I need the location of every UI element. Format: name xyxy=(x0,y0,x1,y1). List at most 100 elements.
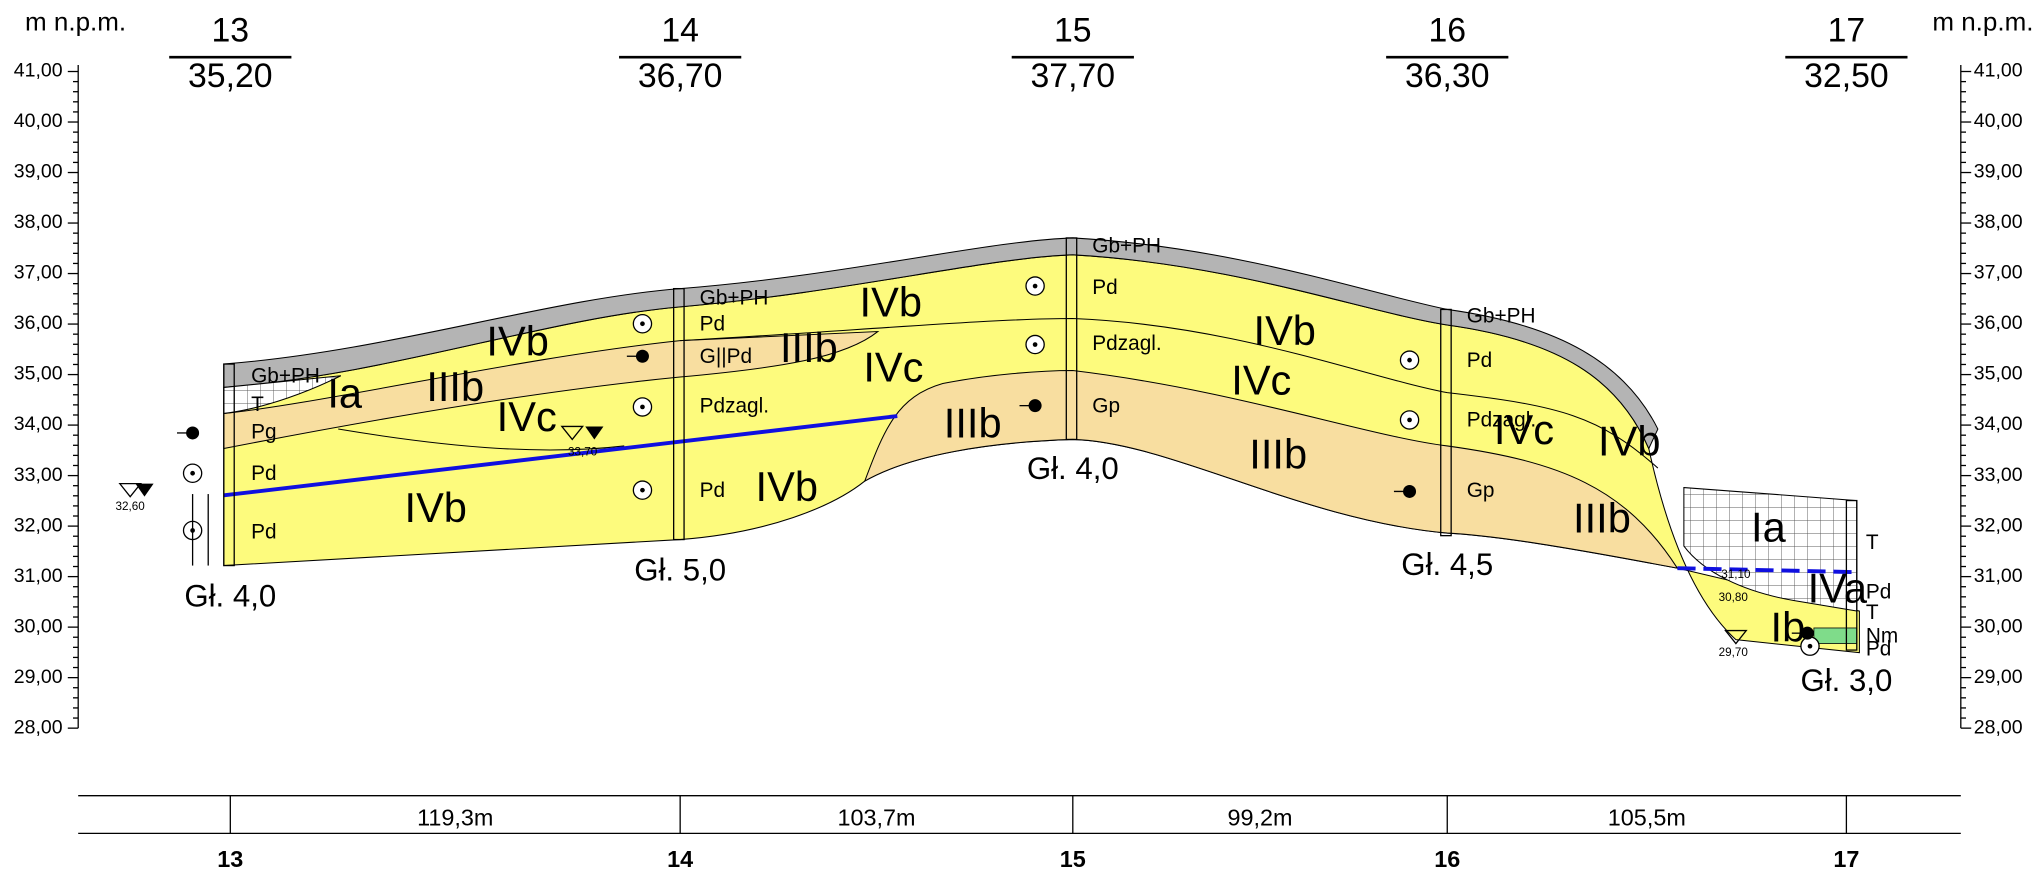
water-level-label: 30,80 xyxy=(1719,591,1749,604)
y-tick-label: 30,00 xyxy=(14,615,63,637)
soil-label: Gb+PH xyxy=(1467,305,1536,328)
borehole-number: 13 xyxy=(212,11,250,49)
sample-filled xyxy=(635,349,649,363)
soil-label: Pdzagl. xyxy=(700,394,769,417)
y-tick-label: 29,00 xyxy=(1974,666,2023,688)
borehole-depth: Gł. 4,0 xyxy=(1027,451,1119,486)
soil-label: Pd xyxy=(1866,638,1891,661)
layer-label: IVb xyxy=(405,484,467,531)
soil-label: Pd xyxy=(1866,580,1891,603)
soil-label: Pd xyxy=(1092,276,1117,299)
groundwater-line xyxy=(223,414,898,498)
soil-label: G||Pd xyxy=(700,345,752,368)
y-tick-label: 32,00 xyxy=(14,514,63,536)
distance-label: 105,5m xyxy=(1608,804,1686,830)
beige-layer-left xyxy=(223,330,880,450)
fill-hatch-left xyxy=(223,375,342,415)
water-symbol xyxy=(585,426,604,440)
y-tick-label: 34,00 xyxy=(14,413,63,435)
beige-layer-center xyxy=(863,370,1679,569)
station-number: 17 xyxy=(1833,846,1859,872)
borehole xyxy=(673,287,685,541)
water-level-label: 32,60 xyxy=(116,500,146,513)
station-number: 15 xyxy=(1060,846,1086,872)
layer-label: IIIb xyxy=(780,324,838,371)
y-tick-label: 40,00 xyxy=(14,110,63,132)
soil-label: Pd xyxy=(700,313,725,336)
y-tick-label: 34,00 xyxy=(1974,413,2023,435)
layer-label: IVc xyxy=(1494,406,1554,453)
layer-label: IIIb xyxy=(944,399,1002,446)
sample-dot xyxy=(1032,283,1038,289)
sample-dot xyxy=(1807,643,1813,649)
borehole-depth: Gł. 4,5 xyxy=(1401,547,1493,582)
sample-dot xyxy=(640,487,645,493)
water-symbol xyxy=(135,483,154,497)
layer-label: IIIb xyxy=(1573,494,1631,541)
layer-label: IVc xyxy=(1231,357,1291,404)
y-tick-label: 31,00 xyxy=(1974,565,2023,587)
axis-unit: m n.p.m. xyxy=(1932,6,2033,36)
y-tick-label: 36,00 xyxy=(1974,312,2023,334)
organic-layer xyxy=(1813,627,1858,644)
soil-label: Gb+PH xyxy=(251,365,320,388)
soil-label: Gb+PH xyxy=(700,287,769,310)
borehole-elevation: 35,20 xyxy=(188,57,273,95)
y-tick-label: 35,00 xyxy=(14,363,63,385)
layer-label: IVa xyxy=(1808,565,1868,612)
soil-label: Gp xyxy=(1467,479,1495,502)
soil-label: Pg xyxy=(251,420,276,443)
borehole-number: 16 xyxy=(1428,11,1466,49)
geology xyxy=(223,237,1860,654)
borehole xyxy=(1065,237,1078,441)
soil-label: Gb+PH xyxy=(1092,235,1161,258)
soil-label: Pdzagl. xyxy=(1092,332,1161,355)
layer-label: Ia xyxy=(1751,503,1787,550)
y-tick-label: 40,00 xyxy=(1974,110,2023,132)
y-tick-label: 36,00 xyxy=(14,312,63,334)
borehole-elevation: 36,30 xyxy=(1405,57,1490,95)
soil-label: Nm xyxy=(1866,625,1898,648)
layer-label: IIIb xyxy=(426,363,484,410)
y-tick-label: 30,00 xyxy=(1974,615,2023,637)
borehole-depth: Gł. 4,0 xyxy=(184,578,276,613)
distance-label: 103,7m xyxy=(837,804,915,830)
water-level-label: 29,70 xyxy=(1719,646,1749,659)
y-tick-label: 35,00 xyxy=(1974,363,2023,385)
y-tick-label: 41,00 xyxy=(14,60,63,82)
y-tick-label: 33,00 xyxy=(14,464,63,486)
borehole-elevation: 32,50 xyxy=(1804,57,1889,95)
sample-filled xyxy=(1800,626,1814,640)
sample-dot xyxy=(640,404,645,410)
water-level-label: 31,10 xyxy=(1721,568,1751,581)
fill-hatch-right xyxy=(1683,486,1858,612)
borehole-depth: Gł. 5,0 xyxy=(634,552,726,587)
layer-label: IVc xyxy=(863,344,923,391)
soil-label: T xyxy=(1866,601,1879,624)
borehole-columns xyxy=(223,237,1858,651)
water-symbol xyxy=(118,483,142,498)
soil-label: Pd xyxy=(700,479,725,502)
sample-filled xyxy=(1403,484,1417,498)
water-symbol xyxy=(1724,629,1748,645)
y-tick-label: 37,00 xyxy=(1974,262,2023,284)
y-tick-label: 31,00 xyxy=(14,565,63,587)
axis-unit: m n.p.m. xyxy=(25,6,126,36)
borehole-elevation: 36,70 xyxy=(638,57,723,95)
station-number: 16 xyxy=(1434,846,1460,872)
soil-label: Pd xyxy=(1467,349,1492,372)
water-level-label: 33,70 xyxy=(568,446,598,459)
sample-dot xyxy=(1032,342,1038,347)
station-number: 13 xyxy=(217,846,243,872)
layer-label: IIIb xyxy=(1249,431,1307,478)
soil-label: Pd xyxy=(251,521,276,544)
layer-label: IVb xyxy=(1254,307,1316,354)
soil-label: Pdzagl. xyxy=(1467,409,1536,432)
sample-dot xyxy=(1407,417,1412,423)
borehole-depth: Gł. 3,0 xyxy=(1800,663,1892,698)
borehole-number: 17 xyxy=(1828,11,1866,49)
layer-label: Ib xyxy=(1771,604,1806,651)
station-number: 14 xyxy=(667,846,693,872)
borehole-elevation: 37,70 xyxy=(1031,57,1116,95)
